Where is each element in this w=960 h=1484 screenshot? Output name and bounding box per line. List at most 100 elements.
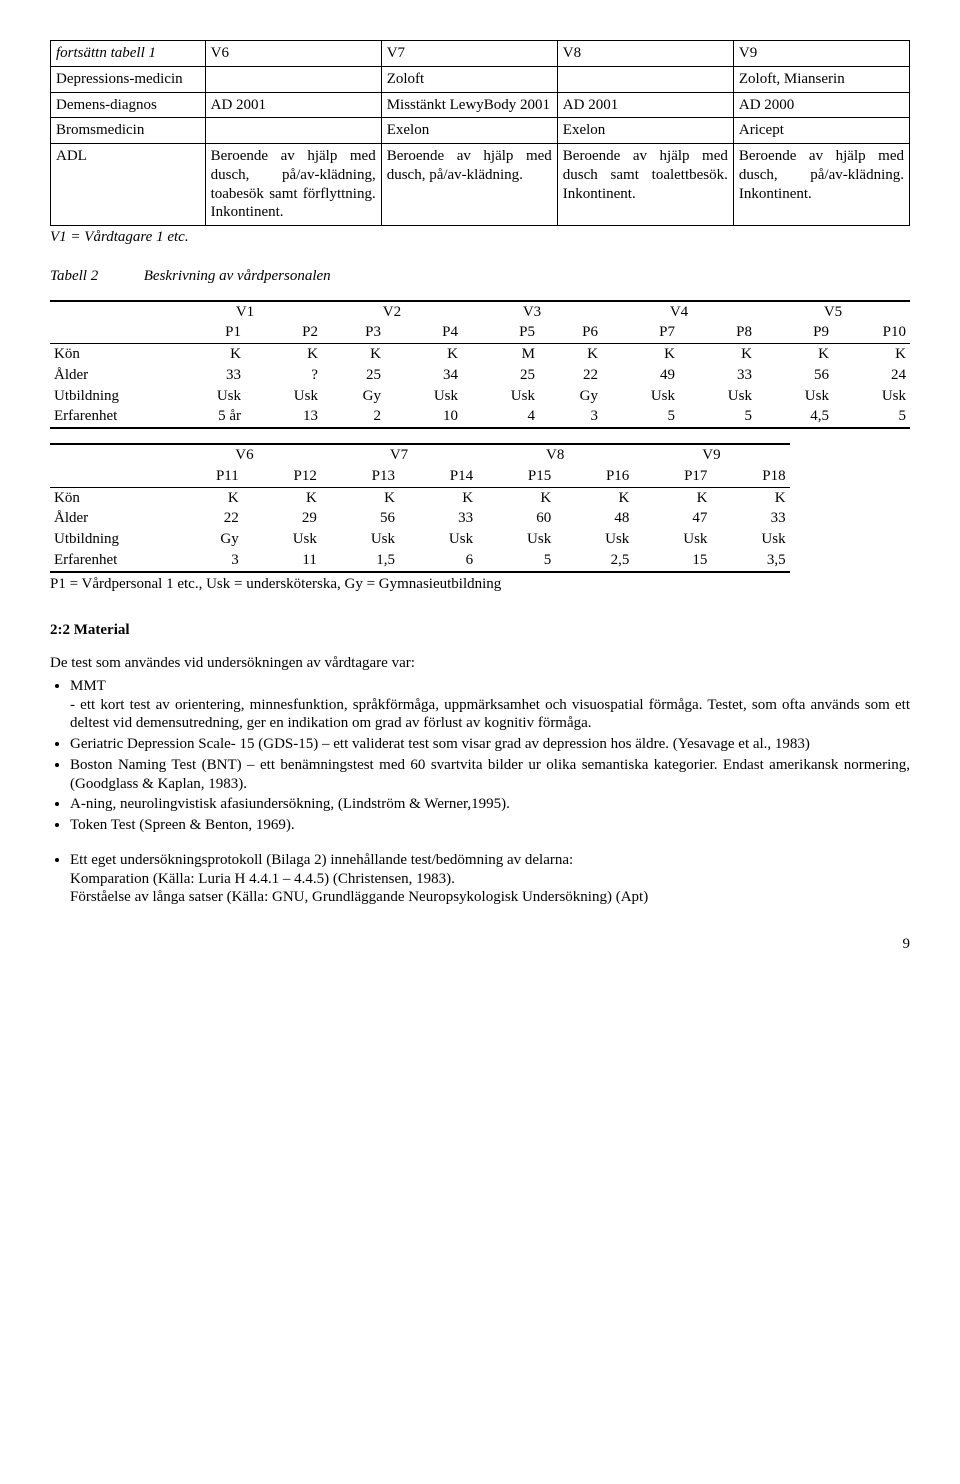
p-header: P1 — [168, 322, 245, 343]
cell: 5 — [477, 550, 555, 572]
cell: Zoloft, Mianserin — [733, 66, 909, 92]
cell: 6 — [399, 550, 477, 572]
p-header: P16 — [555, 466, 633, 487]
cell: 24 — [833, 365, 910, 386]
cell: 3 — [539, 406, 602, 428]
cell: Usk — [633, 529, 711, 550]
cell: K — [245, 344, 322, 365]
cell: M — [462, 344, 539, 365]
p-header: P10 — [833, 322, 910, 343]
cell: K — [633, 487, 711, 508]
continuation-table-1: fortsättn tabell 1 V6 V7 V8 V9 Depressio… — [50, 40, 910, 226]
cell: 56 — [321, 508, 399, 529]
table-row: Kön K K K K K K K K — [50, 487, 790, 508]
cell: AD 2001 — [557, 92, 733, 118]
p-header: P12 — [243, 466, 321, 487]
cell: 2,5 — [555, 550, 633, 572]
cell: 25 — [322, 365, 385, 386]
cell: 48 — [555, 508, 633, 529]
row-label: Ålder — [50, 365, 168, 386]
cell: 5 — [679, 406, 756, 428]
cell: K — [602, 344, 679, 365]
list-item: MMT - ett kort test av orientering, minn… — [70, 677, 910, 733]
cell: Beroende av hjälp med dusch, på/av-klädn… — [381, 144, 557, 226]
p-header: P13 — [321, 466, 399, 487]
table1-col-v9: V9 — [733, 41, 909, 67]
table3-footnote: P1 = Vårdpersonal 1 etc., Usk = underskö… — [50, 575, 910, 594]
row-label: Erfarenhet — [50, 550, 168, 572]
cell: K — [168, 344, 245, 365]
p-header-row: P1 P2 P3 P4 P5 P6 P7 P8 P9 P10 — [50, 322, 910, 343]
cell: K — [477, 487, 555, 508]
cell: 56 — [756, 365, 833, 386]
row-label: Kön — [50, 487, 168, 508]
cell: K — [711, 487, 789, 508]
cell: Exelon — [557, 118, 733, 144]
table2-caption-label: Tabell 2 — [50, 267, 140, 286]
cell: 10 — [385, 406, 462, 428]
row-label: Kön — [50, 344, 168, 365]
cell: 11 — [243, 550, 321, 572]
p-header: P2 — [245, 322, 322, 343]
cell: 1,5 — [321, 550, 399, 572]
p-header: P14 — [399, 466, 477, 487]
cell: K — [385, 344, 462, 365]
list-item: Ett eget undersökningsprotokoll (Bilaga … — [70, 851, 910, 907]
row-label: Ålder — [50, 508, 168, 529]
cell: Usk — [462, 386, 539, 407]
cell: Usk — [321, 529, 399, 550]
p-header: P9 — [756, 322, 833, 343]
cell: K — [756, 344, 833, 365]
cell: 33 — [679, 365, 756, 386]
cell: 15 — [633, 550, 711, 572]
cell: Beroende av hjälp med dusch, på/av-klädn… — [733, 144, 909, 226]
cell: K — [399, 487, 477, 508]
v-header: V7 — [321, 444, 477, 466]
cell: Beroende av hjälp med dusch, på/av-klädn… — [205, 144, 381, 226]
v-header: V8 — [477, 444, 633, 466]
cell: Gy — [168, 529, 243, 550]
cell: 22 — [168, 508, 243, 529]
cell: 49 — [602, 365, 679, 386]
p-header: P7 — [602, 322, 679, 343]
cell: Usk — [711, 529, 789, 550]
list-item: Boston Naming Test (BNT) – ett benämning… — [70, 756, 910, 794]
cell: Beroende av hjälp med dusch samt toalett… — [557, 144, 733, 226]
v-header: V3 — [462, 301, 602, 323]
cell: Usk — [243, 529, 321, 550]
table1-footnote: V1 = Vårdtagare 1 etc. — [50, 228, 910, 247]
row-label: Bromsmedicin — [51, 118, 206, 144]
row-label: ADL — [51, 144, 206, 226]
cell: Usk — [756, 386, 833, 407]
row-label: Utbildning — [50, 529, 168, 550]
v-header: V9 — [633, 444, 789, 466]
list-item: Geriatric Depression Scale- 15 (GDS-15) … — [70, 735, 910, 754]
list-item-sub: Förståelse av långa satser (Källa: GNU, … — [70, 888, 910, 907]
table-row: Utbildning Usk Usk Gy Usk Usk Gy Usk Usk… — [50, 386, 910, 407]
cell: Usk — [245, 386, 322, 407]
cell: Gy — [322, 386, 385, 407]
table-row: Ålder 33 ? 25 34 25 22 49 33 56 24 — [50, 365, 910, 386]
cell: K — [321, 487, 399, 508]
row-label: Utbildning — [50, 386, 168, 407]
v-header-row: V1 V2 V3 V4 V5 — [50, 301, 910, 323]
v-header: V1 — [168, 301, 322, 323]
cell — [205, 118, 381, 144]
row-label: Erfarenhet — [50, 406, 168, 428]
table-row: Utbildning Gy Usk Usk Usk Usk Usk Usk Us… — [50, 529, 790, 550]
cell: AD 2000 — [733, 92, 909, 118]
p-header: P11 — [168, 466, 243, 487]
cell: Zoloft — [381, 66, 557, 92]
cell: 4 — [462, 406, 539, 428]
test-list: MMT - ett kort test av orientering, minn… — [50, 677, 910, 835]
table2-caption-text: Beskrivning av vårdpersonalen — [144, 268, 331, 284]
v-header: V6 — [168, 444, 321, 466]
v-header: V4 — [602, 301, 756, 323]
p-header: P6 — [539, 322, 602, 343]
cell — [557, 66, 733, 92]
cell: 33 — [711, 508, 789, 529]
cell — [205, 66, 381, 92]
cell: 5 år — [168, 406, 245, 428]
p-header: P8 — [679, 322, 756, 343]
row-label: Depressions-medicin — [51, 66, 206, 92]
